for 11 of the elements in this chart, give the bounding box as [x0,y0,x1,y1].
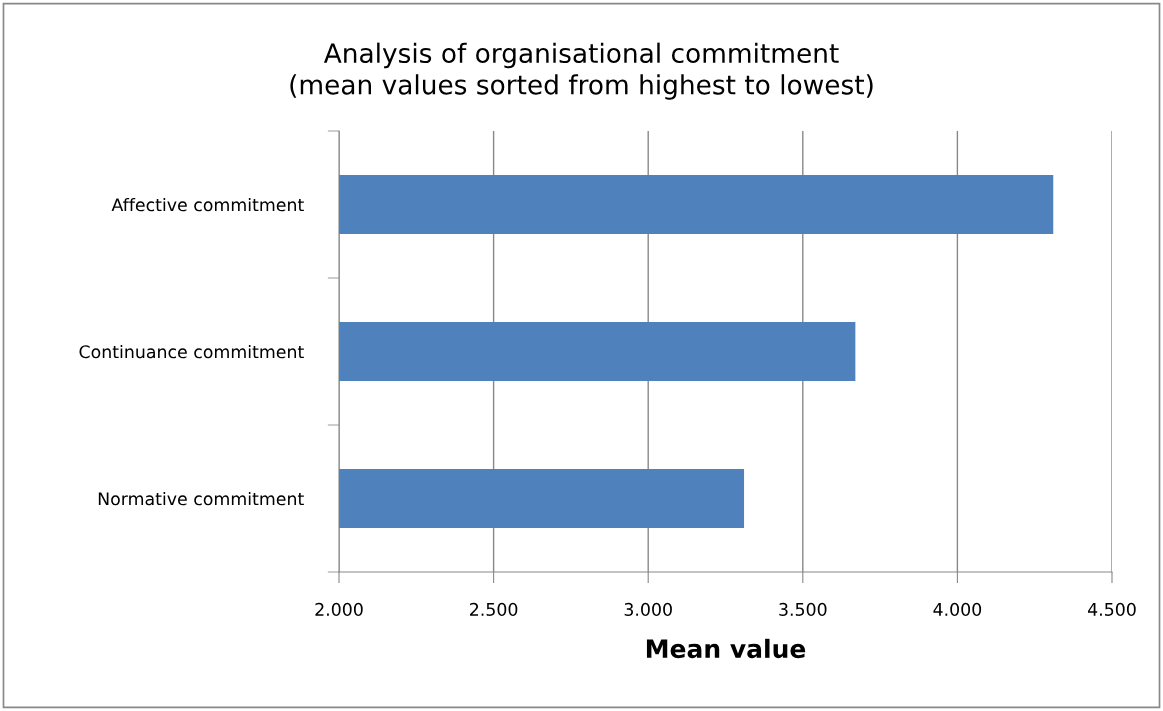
x-tick-label: 4.000 [933,602,982,616]
x-tick-label: 2.000 [315,602,363,616]
y-tick-label: Continuance commitment [79,344,304,359]
x-tick-label: 4.500 [1088,602,1136,616]
y-tick-label: Affective commitment [111,197,304,212]
x-axis-title: Mean value [646,638,806,659]
x-tick-label: 2.500 [470,602,518,616]
chart-title: Analysis of organisational commitment (mean values sorted from highest to lowest) [290,42,873,100]
x-tick-label: 3.500 [779,602,827,616]
x-tick-label: 3.000 [624,602,672,616]
y-tick-label: Normative commitment [98,491,304,506]
